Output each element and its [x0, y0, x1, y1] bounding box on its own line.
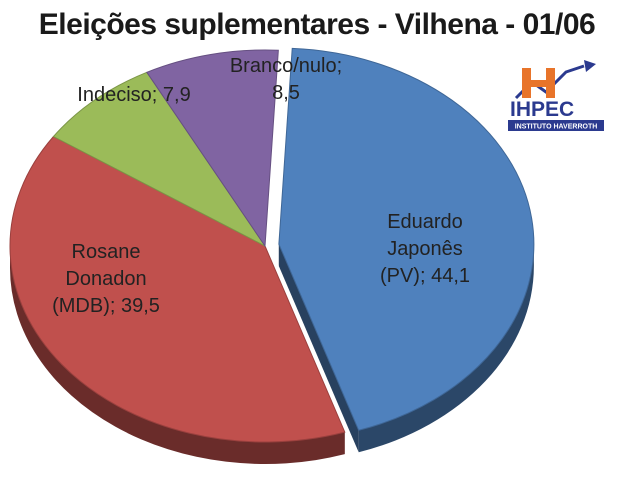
- pie-label-line: (PV); 44,1: [380, 265, 470, 287]
- pie-slice-indeciso: [52, 71, 266, 247]
- pie-label-line: Indeciso; 7,9: [77, 84, 190, 106]
- pie-label-line: Eduardo: [387, 211, 463, 233]
- pie-tops: [9, 47, 535, 443]
- pie-label-indeciso: Indeciso; 7,9: [77, 84, 190, 106]
- logo-name: IHPEC: [510, 98, 574, 121]
- pie-side-rosane: [10, 246, 345, 464]
- pie-label-rosane: Rosane Donadon (MDB); 39,5: [52, 241, 160, 317]
- pie-side-eduardo: [358, 244, 534, 453]
- pie-label-line: Branco/nulo;: [230, 55, 342, 77]
- pie-cut-face-eduardo-1: [278, 244, 359, 453]
- pie-label-line: Japonês: [387, 238, 463, 260]
- pie-label-branco: Branco/nulo; 8,5: [230, 55, 342, 104]
- logo-arrow-head: [584, 60, 596, 72]
- pie-slice-rosane: [9, 135, 346, 443]
- chart-title: Eleições suplementares - Vilhena - 01/06: [38, 8, 596, 41]
- pie-label-line: (MDB); 39,5: [52, 295, 160, 317]
- pie-labels: Eduardo Japonês (PV); 44,1 Rosane Donadon (MD…: [52, 55, 470, 317]
- pie-slice-eduardo: [278, 47, 535, 431]
- logo-h-bar: [522, 80, 555, 87]
- pie-label-line: 8,5: [272, 82, 300, 104]
- logo-subtitle: INSTITUTO HAVERROTH: [515, 124, 598, 131]
- logo-subtitle-band: [508, 120, 604, 131]
- ihpec-logo: IHPEC INSTITUTO HAVERROTH: [508, 60, 604, 131]
- pie-label-line: Rosane: [72, 241, 141, 263]
- pie-label-eduardo: Eduardo Japonês (PV); 44,1: [380, 211, 470, 287]
- pie-slice-branco: [146, 49, 279, 248]
- pie-label-line: Donadon: [65, 268, 146, 290]
